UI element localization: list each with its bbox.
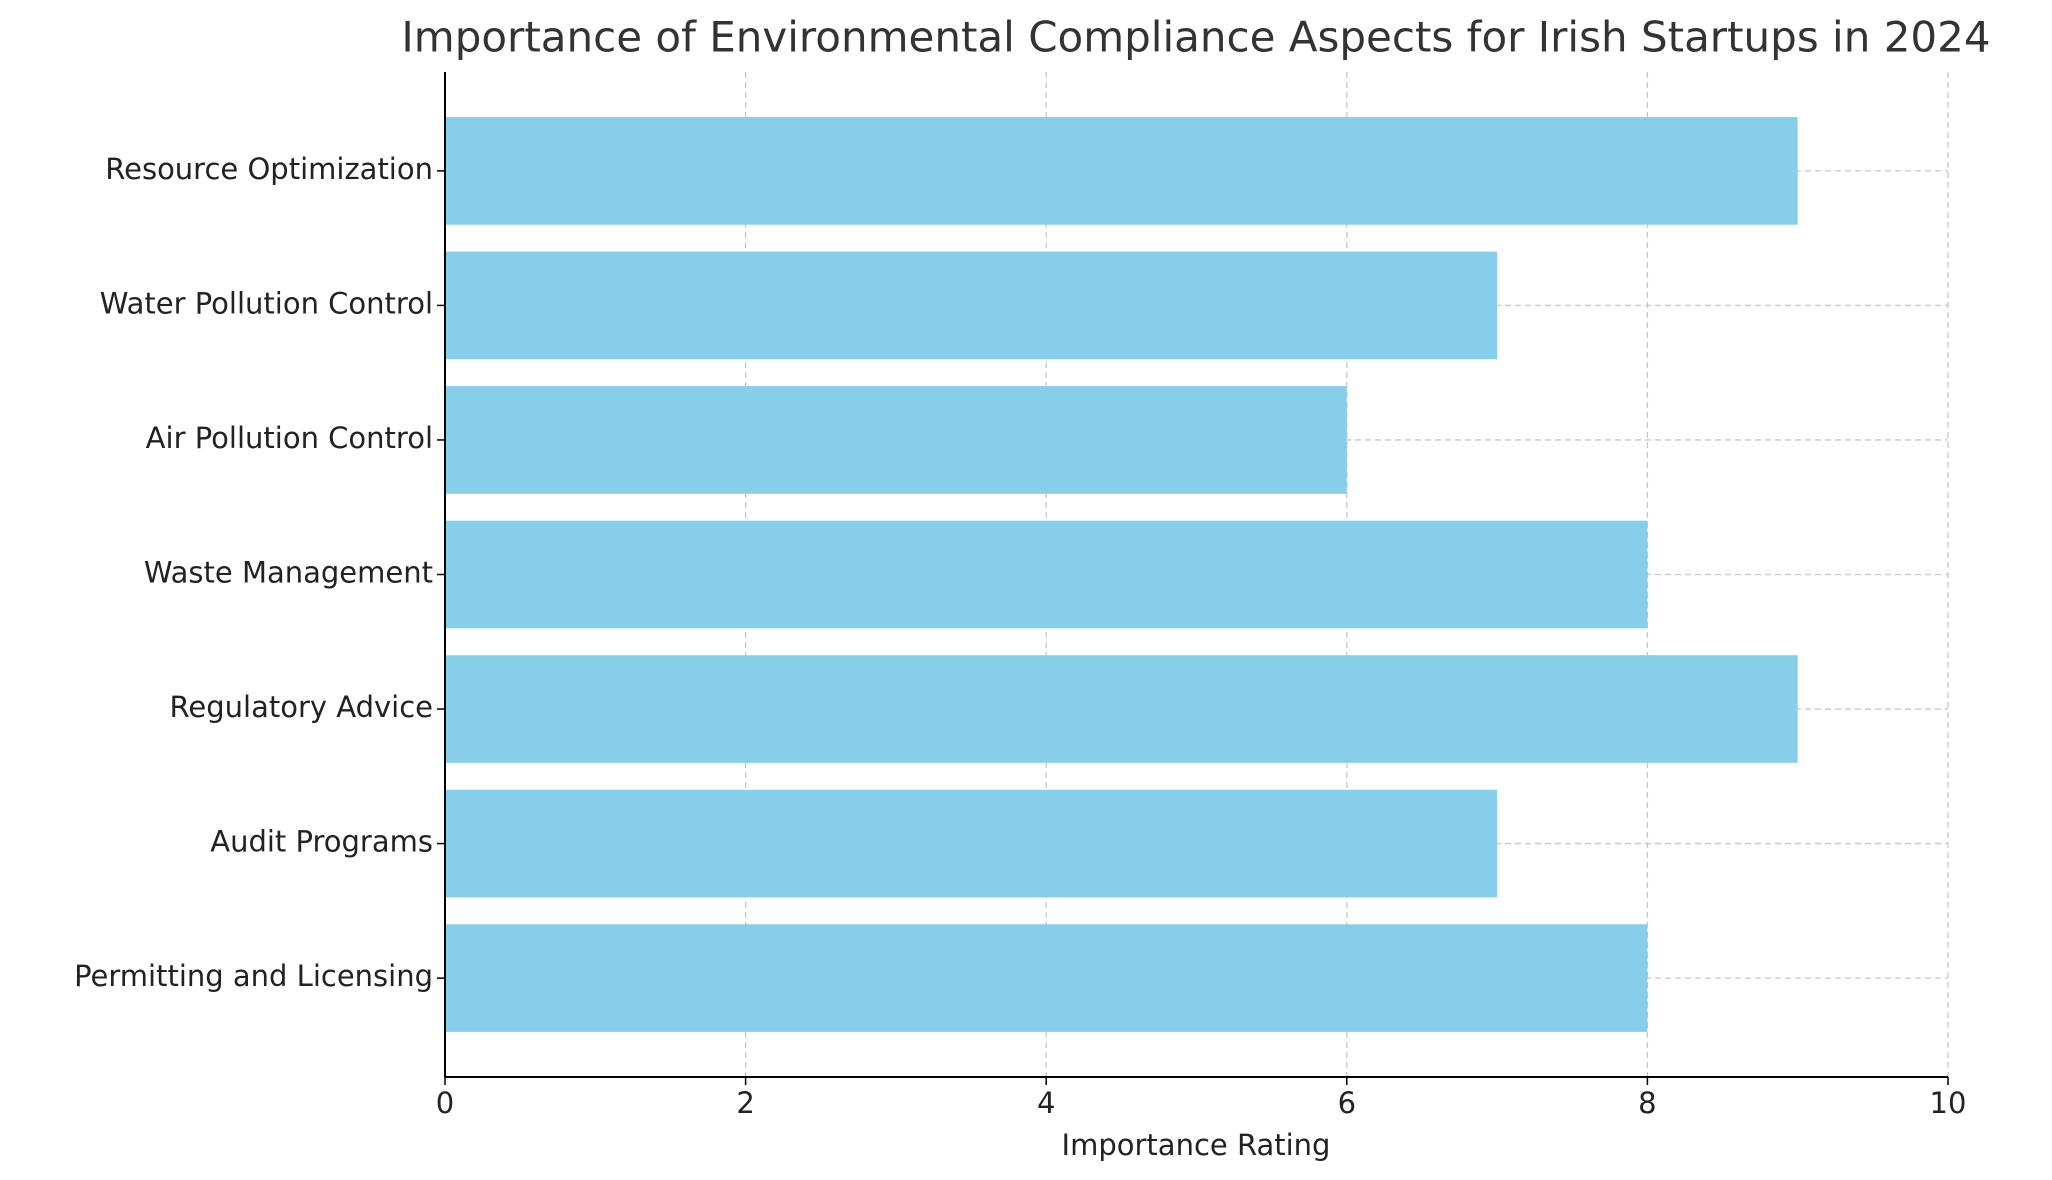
y-tick-label: Regulatory Advice	[170, 690, 433, 724]
y-tick-label: Water Pollution Control	[100, 286, 433, 320]
x-tick-label: 8	[1638, 1086, 1656, 1120]
chart-title: Importance of Environmental Compliance A…	[401, 13, 1990, 62]
y-tick-label: Air Pollution Control	[146, 421, 433, 455]
bar	[445, 117, 1798, 225]
bar	[445, 655, 1798, 763]
bar	[445, 251, 1498, 360]
x-tick-label: 6	[1338, 1086, 1356, 1120]
y-tick-label: Waste Management	[144, 556, 433, 590]
bar	[445, 789, 1498, 898]
bar	[445, 520, 1648, 629]
y-tick-label: Permitting and Licensing	[74, 959, 433, 993]
x-tick-label: 2	[736, 1086, 754, 1120]
x-tick-label: 4	[1037, 1086, 1055, 1120]
y-tick-label: Audit Programs	[210, 825, 433, 859]
x-axis-label: Importance Rating	[1062, 1128, 1331, 1162]
x-tick-label: 0	[436, 1086, 454, 1120]
y-tick-label: Resource Optimization	[105, 152, 433, 186]
x-tick-label: 10	[1930, 1086, 1967, 1120]
bar	[445, 924, 1648, 1032]
bar	[445, 386, 1347, 494]
